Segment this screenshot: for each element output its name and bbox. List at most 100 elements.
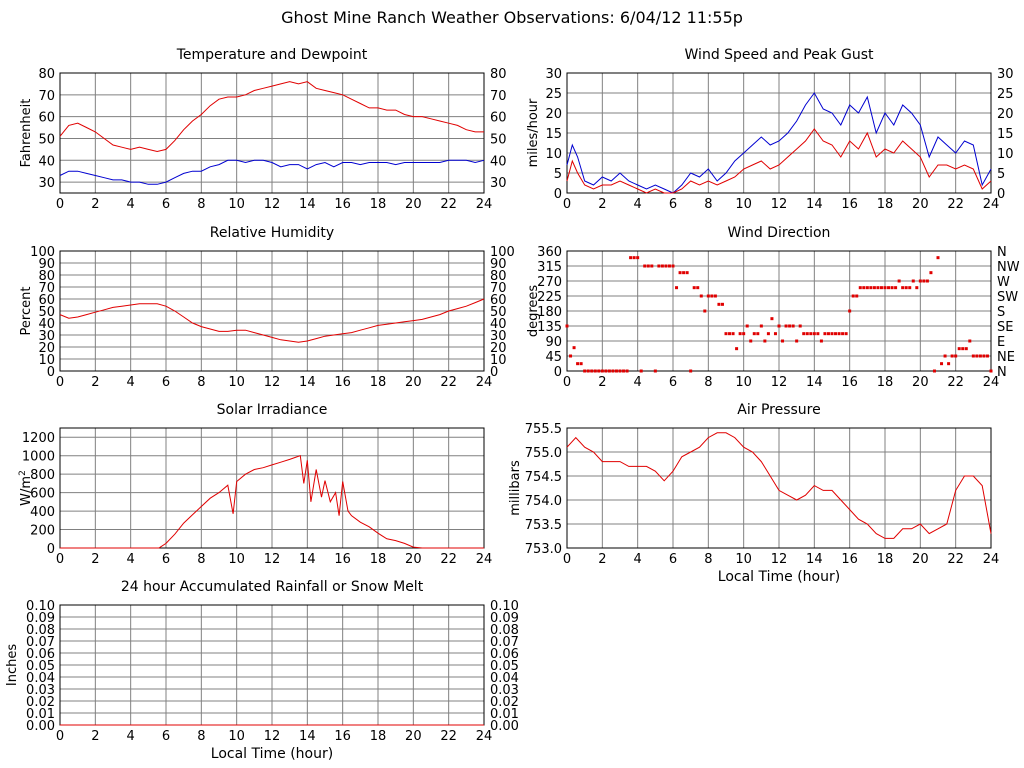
y-tick-label: 50 [38, 305, 55, 320]
direction-point [855, 294, 859, 298]
x-tick-label: 2 [91, 729, 99, 744]
direction-point [759, 324, 763, 328]
y-tick-label: 10 [545, 147, 562, 162]
x-tick-label: 6 [162, 375, 170, 390]
y-tick-label-right: 0.06 [490, 647, 519, 662]
x-tick-label: 24 [476, 552, 493, 567]
y-tick-label: 15 [545, 127, 562, 142]
y-tick-label-right: 10 [997, 147, 1014, 162]
direction-point [848, 309, 852, 313]
y-tick-label-right: 0 [490, 365, 498, 380]
direction-point [865, 286, 869, 290]
direction-point [837, 332, 841, 336]
direction-point [940, 362, 944, 366]
y-axis-label: Inches [5, 644, 20, 686]
y-tick-label: 0.04 [26, 671, 55, 686]
direction-point [883, 286, 887, 290]
y-tick-label: 0 [47, 542, 55, 557]
y-axis-label: Fahrenheit [19, 99, 34, 168]
x-tick-label: 18 [370, 552, 387, 567]
x-tick-label: 6 [669, 197, 677, 212]
direction-point [685, 271, 689, 275]
x-tick-label: 4 [634, 197, 642, 212]
direction-point [901, 286, 905, 290]
direction-point [773, 332, 777, 336]
y-tick-label: 0 [554, 187, 562, 202]
direction-point [696, 286, 700, 290]
y-tick-label-right: 20 [997, 107, 1014, 122]
direction-point [565, 324, 569, 328]
x-tick-label: 10 [735, 552, 752, 567]
direction-point [728, 332, 732, 336]
direction-point [756, 332, 760, 336]
x-tick-label: 24 [476, 197, 493, 212]
y-tick-label-right: 0.04 [490, 671, 519, 686]
x-tick-label: 12 [771, 197, 788, 212]
x-tick-label: 16 [334, 375, 351, 390]
direction-point [911, 279, 915, 283]
direction-point [982, 354, 986, 358]
y-tick-label-right: 80 [490, 67, 507, 82]
series-line-red [566, 432, 992, 539]
direction-point [947, 362, 951, 366]
x-tick-label: 18 [370, 729, 387, 744]
y-tick-label: 755.5 [525, 422, 562, 437]
x-tick-label: 10 [735, 197, 752, 212]
direction-point [720, 302, 724, 306]
x-tick-label: 0 [56, 552, 64, 567]
y-tick-label: 754.0 [525, 494, 562, 509]
y-tick-label: 100 [30, 245, 55, 260]
y-tick-label-right: 0.09 [490, 611, 519, 626]
chart-title: 24 hour Accumulated Rainfall or Snow Mel… [121, 579, 424, 595]
x-tick-label: 14 [806, 197, 823, 212]
y-tick-label: 20 [545, 107, 562, 122]
x-tick-label: 16 [334, 729, 351, 744]
direction-point [791, 324, 795, 328]
direction-point [625, 369, 629, 373]
x-tick-label: 12 [264, 552, 281, 567]
series-line-red [60, 455, 484, 549]
chart-title: Air Pressure [737, 402, 820, 418]
x-tick-label: 22 [440, 197, 457, 212]
direction-point [618, 369, 622, 373]
chart-rain: 24 hour Accumulated Rainfall or Snow Mel… [5, 579, 519, 762]
direction-point [894, 286, 898, 290]
plot-frame [566, 72, 992, 194]
x-tick-label: 20 [912, 375, 929, 390]
x-tick-label: 14 [299, 552, 316, 567]
direction-point [749, 339, 753, 343]
y-tick-label-right: 0 [997, 187, 1005, 202]
series-line-red [566, 128, 992, 194]
direction-point [671, 264, 675, 268]
direction-point [844, 332, 848, 336]
x-tick-label: 8 [197, 375, 205, 390]
direction-point [869, 286, 873, 290]
plot-frame [59, 250, 485, 372]
direction-point [879, 286, 883, 290]
direction-point [604, 369, 608, 373]
x-tick-label: 4 [127, 729, 135, 744]
direction-point [834, 332, 838, 336]
direction-point [731, 332, 735, 336]
direction-point [932, 369, 936, 373]
x-tick-label: 2 [598, 375, 606, 390]
y-tick-label-right: 0.10 [490, 599, 519, 614]
compass-label: N [997, 245, 1007, 260]
y-tick-label: 5 [554, 167, 562, 182]
y-tick-label: 80 [38, 269, 55, 284]
x-tick-label: 10 [228, 197, 245, 212]
y-tick-label: 30 [38, 176, 55, 191]
y-tick-label-right: 90 [490, 257, 507, 272]
x-tick-label: 24 [983, 197, 1000, 212]
y-tick-label-right: 0.08 [490, 623, 519, 638]
direction-point [954, 354, 958, 358]
direction-point [897, 279, 901, 283]
x-tick-label: 18 [877, 375, 894, 390]
compass-label: NE [997, 350, 1015, 365]
direction-point [657, 264, 661, 268]
x-tick-label: 0 [56, 197, 64, 212]
y-tick-label: 225 [537, 290, 562, 305]
y-tick-label: 60 [38, 111, 55, 126]
y-tick-label: 0.06 [26, 647, 55, 662]
